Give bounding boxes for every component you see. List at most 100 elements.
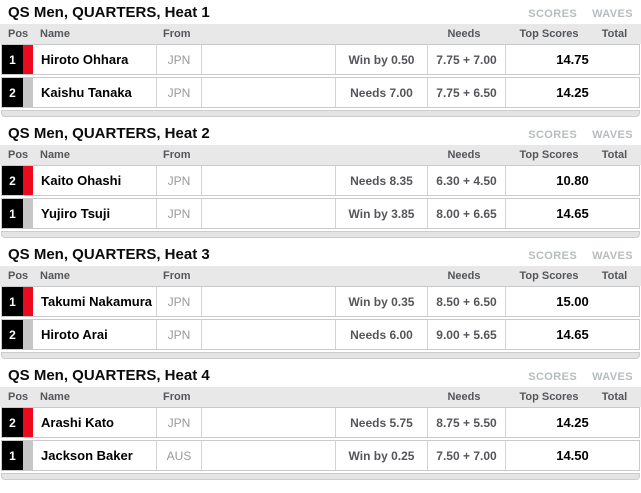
top-scores-value: 6.30 + 4.50 [428, 166, 506, 195]
athlete-name: Hiroto Ohhara [33, 45, 157, 74]
column-headers: Pos Name From Needs Top Scores Total [0, 266, 641, 286]
top-scores-value: 9.00 + 5.65 [428, 320, 506, 349]
athlete-country: AUS [157, 441, 202, 470]
athlete-row[interactable]: 2 Arashi Kato JPN Needs 5.75 8.75 + 5.50… [1, 407, 640, 438]
column-headers: Pos Name From Needs Top Scores Total [0, 387, 641, 407]
needs-value: Win by 0.35 [336, 287, 428, 316]
total-value: 15.00 [556, 294, 589, 309]
total-value: 14.75 [556, 52, 589, 67]
tab-waves[interactable]: WAVES [592, 8, 633, 20]
heat-section: QS Men, QUARTERS, Heat 3 SCORES WAVES Po… [0, 243, 641, 359]
tab-waves[interactable]: WAVES [592, 250, 633, 262]
col-header-needs: Needs [447, 270, 481, 282]
position-badge: 1 [2, 441, 23, 470]
athlete-row[interactable]: 2 Kaishu Tanaka JPN Needs 7.00 7.75 + 6.… [1, 77, 640, 108]
needs-value: Win by 3.85 [336, 199, 428, 228]
total-value: 14.50 [556, 448, 589, 463]
athlete-row[interactable]: 2 Kaito Ohashi JPN Needs 8.35 6.30 + 4.5… [1, 165, 640, 196]
athlete-row[interactable]: 1 Yujiro Tsuji JPN Win by 3.85 8.00 + 6.… [1, 198, 640, 229]
tab-waves[interactable]: WAVES [592, 129, 633, 141]
col-header-pos: Pos [8, 28, 29, 40]
top-scores-value: 7.50 + 7.00 [428, 441, 506, 470]
athlete-country: JPN [157, 287, 202, 316]
top-scores-value: 7.75 + 7.00 [428, 45, 506, 74]
col-header-from: From [163, 391, 191, 403]
col-header-from: From [163, 28, 191, 40]
wave-scores-area [202, 78, 336, 107]
col-header-from: From [163, 270, 191, 282]
needs-value: Needs 6.00 [336, 320, 428, 349]
jersey-color-indicator [23, 408, 33, 437]
total-value: 10.80 [556, 173, 589, 188]
col-header-needs: Needs [447, 149, 481, 161]
jersey-color-indicator [23, 320, 33, 349]
view-tabs: SCORES WAVES [528, 371, 633, 383]
athlete-country: JPN [157, 166, 202, 195]
col-header-name: Name [40, 391, 70, 403]
total-value: 14.25 [556, 415, 589, 430]
athlete-name: Hiroto Arai [33, 320, 157, 349]
table-footer-bar [1, 352, 640, 359]
tab-scores[interactable]: SCORES [528, 250, 578, 262]
position-badge: 1 [2, 45, 23, 74]
tab-waves[interactable]: WAVES [592, 371, 633, 383]
needs-value: Needs 8.35 [336, 166, 428, 195]
heat-section: QS Men, QUARTERS, Heat 1 SCORES WAVES Po… [0, 1, 641, 117]
wave-scores-area [202, 199, 336, 228]
view-tabs: SCORES WAVES [528, 250, 633, 262]
top-scores-value: 8.75 + 5.50 [428, 408, 506, 437]
jersey-color-indicator [23, 287, 33, 316]
athlete-row[interactable]: 1 Jackson Baker AUS Win by 0.25 7.50 + 7… [1, 440, 640, 471]
jersey-color-indicator [23, 441, 33, 470]
col-header-total: Total [601, 28, 628, 40]
wave-scores-area [202, 320, 336, 349]
jersey-color-indicator [23, 78, 33, 107]
view-tabs: SCORES WAVES [528, 8, 633, 20]
table-footer-bar [1, 110, 640, 117]
athlete-name: Jackson Baker [33, 441, 157, 470]
view-tabs: SCORES WAVES [528, 129, 633, 141]
tab-scores[interactable]: SCORES [528, 8, 578, 20]
total-value: 14.65 [556, 327, 589, 342]
col-header-name: Name [40, 270, 70, 282]
needs-value: Win by 0.25 [336, 441, 428, 470]
heat-title: QS Men, QUARTERS, Heat 4 [8, 367, 210, 384]
athlete-name: Kaito Ohashi [33, 166, 157, 195]
needs-value: Needs 5.75 [336, 408, 428, 437]
athlete-country: JPN [157, 320, 202, 349]
athlete-row[interactable]: 2 Hiroto Arai JPN Needs 6.00 9.00 + 5.65… [1, 319, 640, 350]
athlete-name: Arashi Kato [33, 408, 157, 437]
col-header-pos: Pos [8, 149, 29, 161]
table-footer-bar [1, 231, 640, 238]
heat-header: QS Men, QUARTERS, Heat 4 SCORES WAVES [0, 364, 641, 387]
col-header-total: Total [601, 270, 628, 282]
needs-value: Win by 0.50 [336, 45, 428, 74]
tab-scores[interactable]: SCORES [528, 371, 578, 383]
total-value: 14.25 [556, 85, 589, 100]
heat-title: QS Men, QUARTERS, Heat 3 [8, 246, 210, 263]
heat-header: QS Men, QUARTERS, Heat 2 SCORES WAVES [0, 122, 641, 145]
position-badge: 2 [2, 78, 23, 107]
jersey-color-indicator [23, 45, 33, 74]
col-header-needs: Needs [447, 391, 481, 403]
col-header-pos: Pos [8, 270, 29, 282]
top-scores-value: 8.00 + 6.65 [428, 199, 506, 228]
total-value: 14.65 [556, 206, 589, 221]
col-header-name: Name [40, 149, 70, 161]
heat-header: QS Men, QUARTERS, Heat 3 SCORES WAVES [0, 243, 641, 266]
wave-scores-area [202, 441, 336, 470]
athlete-row[interactable]: 1 Takumi Nakamura JPN Win by 0.35 8.50 +… [1, 286, 640, 317]
athlete-name: Kaishu Tanaka [33, 78, 157, 107]
athlete-country: JPN [157, 45, 202, 74]
position-badge: 1 [2, 287, 23, 316]
col-header-total: Total [601, 149, 628, 161]
heat-title: QS Men, QUARTERS, Heat 1 [8, 4, 210, 21]
athlete-row[interactable]: 1 Hiroto Ohhara JPN Win by 0.50 7.75 + 7… [1, 44, 640, 75]
col-header-top-scores: Top Scores [519, 149, 579, 161]
tab-scores[interactable]: SCORES [528, 129, 578, 141]
wave-scores-area [202, 408, 336, 437]
col-header-top-scores: Top Scores [519, 391, 579, 403]
heat-header: QS Men, QUARTERS, Heat 1 SCORES WAVES [0, 1, 641, 24]
position-badge: 2 [2, 166, 23, 195]
wave-scores-area [202, 287, 336, 316]
